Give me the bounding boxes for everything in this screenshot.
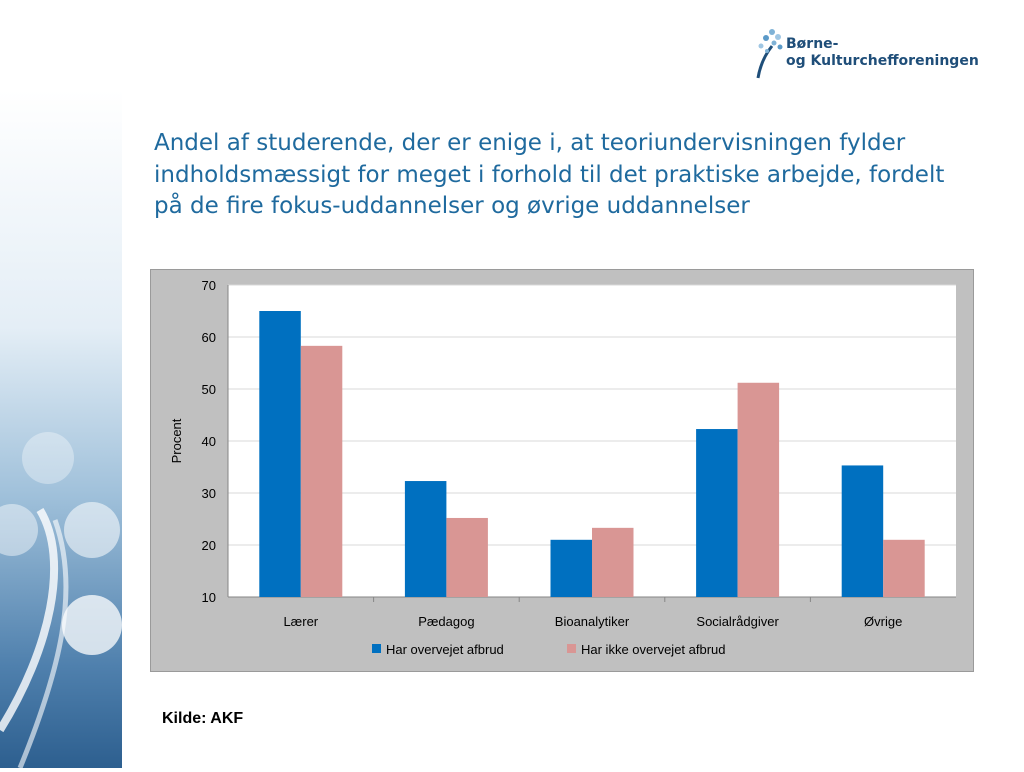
legend-swatch-2 [567, 644, 576, 653]
y-tick-label: 10 [202, 590, 216, 605]
x-tick-label: Lærer [283, 614, 318, 629]
bar-1 [696, 429, 738, 597]
chart-container: 10 20 30 40 50 60 70 Lærer Pædagog Bioanalytiker S… [150, 269, 974, 672]
y-tick-label: 60 [202, 330, 216, 345]
y-tick-label: 70 [202, 278, 216, 293]
x-tick-label: Bioanalytiker [555, 614, 630, 629]
y-tick-label: 30 [202, 486, 216, 501]
bar-2 [300, 345, 343, 597]
legend-swatch-1 [372, 644, 381, 653]
bar-1 [404, 481, 447, 597]
y-tick-label: 40 [202, 434, 216, 449]
x-tick-label: Socialrådgiver [696, 614, 779, 629]
y-axis-label: Procent [169, 418, 184, 463]
logo-line-1: Børne- [786, 36, 839, 52]
bar-1 [841, 465, 884, 597]
x-tick-label: Øvrige [864, 614, 902, 629]
bar-2 [737, 382, 780, 597]
y-tick-label: 50 [202, 382, 216, 397]
decorative-side-panel [0, 90, 122, 769]
bar-1 [259, 311, 301, 597]
legend-label-2: Har ikke overvejet afbrud [581, 642, 726, 657]
bar-chart: 10 20 30 40 50 60 70 Lærer Pædagog Bioanalytiker S… [169, 278, 956, 657]
bar-2 [446, 517, 488, 597]
legend-label-1: Har overvejet afbrud [386, 642, 504, 657]
source-note: Kilde: AKF [162, 710, 244, 727]
y-tick-label: 20 [202, 538, 216, 553]
slide-title: Andel af studerende, der er enige i, at … [154, 130, 945, 219]
bar-2 [883, 539, 925, 597]
logo-line-2: og Kulturchefforeningen [786, 53, 979, 69]
organization-logo: Børne- og Kulturchefforeningen [752, 26, 979, 82]
bar-2 [592, 527, 634, 597]
bar-1 [550, 539, 592, 597]
logo-tree-icon [756, 29, 783, 79]
x-tick-label: Pædagog [418, 614, 474, 629]
